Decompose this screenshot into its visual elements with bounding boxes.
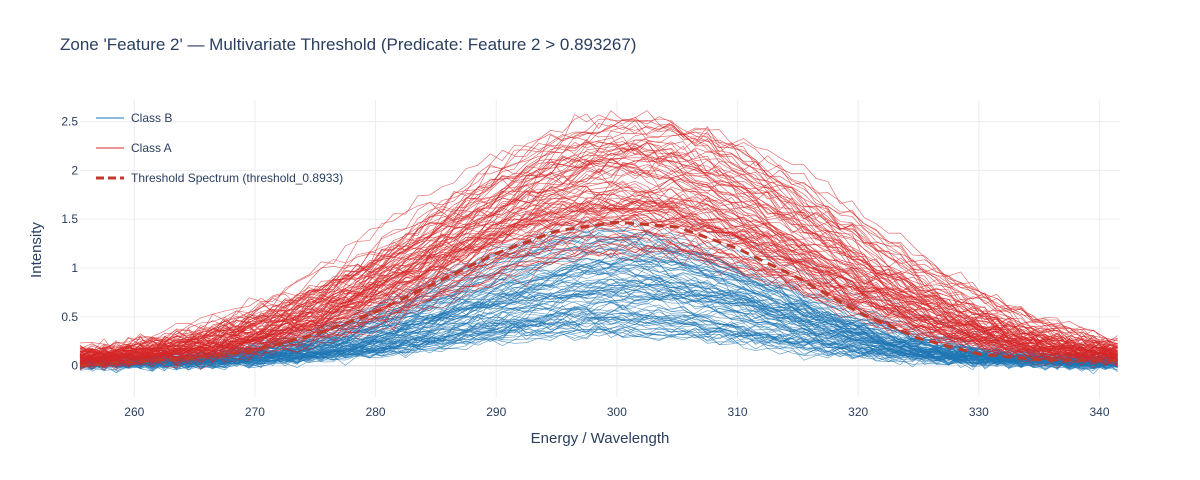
class-a-curve [79, 153, 1118, 359]
class-b-curve [79, 289, 1118, 369]
class-b-curve [79, 276, 1118, 370]
legend-item-class-a[interactable]: Class A [96, 141, 172, 155]
class-a-series [79, 110, 1118, 371]
x-tick-label: 340 [1089, 405, 1109, 419]
class-a-curve [79, 197, 1118, 358]
threshold-series [79, 220, 1121, 368]
class-a-curve [79, 200, 1118, 359]
y-axis-title: Intensity [28, 222, 45, 278]
class-a-curve [79, 168, 1118, 366]
y-tick-label: 0 [71, 359, 78, 373]
class-a-curve [79, 188, 1118, 358]
class-a-curve [79, 239, 1118, 370]
class-a-curve [79, 110, 1118, 364]
x-tick-label: 330 [969, 405, 989, 419]
class-a-curve [79, 229, 1118, 367]
class-a-curve [79, 116, 1118, 369]
legend-label-class-a: Class A [131, 141, 172, 155]
x-tick-label: 290 [486, 405, 506, 419]
class-a-curve [79, 199, 1118, 365]
tick-layer: 260 270 280 290 300 310 320 330 340 0 0.5 1 1.5 2 2.5 [61, 114, 1110, 419]
class-b-curve [79, 327, 1118, 369]
y-tick-label: 1 [71, 261, 78, 275]
y-tick-label: 2 [71, 163, 78, 177]
x-tick-label: 270 [245, 405, 265, 419]
y-tick-label: 0.5 [61, 310, 78, 324]
class-a-curve [79, 181, 1118, 358]
threshold-spectrum-line [79, 220, 1121, 368]
x-tick-label: 260 [124, 405, 144, 419]
class-a-curve [79, 244, 1118, 366]
class-a-curve [79, 142, 1118, 362]
legend-item-threshold[interactable]: Threshold Spectrum (threshold_0.8933) [96, 171, 343, 185]
class-a-curve [79, 148, 1118, 365]
class-a-curve [79, 131, 1118, 365]
x-tick-label: 280 [366, 405, 386, 419]
x-tick-label: 320 [848, 405, 868, 419]
class-b-curve [79, 257, 1118, 372]
x-axis-title: Energy / Wavelength [531, 430, 670, 447]
class-a-curve [79, 139, 1118, 362]
class-a-curve [79, 170, 1118, 363]
y-tick-label: 2.5 [61, 114, 78, 128]
y-tick-label: 1.5 [61, 212, 78, 226]
class-a-curve [79, 240, 1118, 359]
class-a-curve [79, 157, 1118, 361]
legend-label-class-b: Class B [131, 111, 172, 125]
class-b-curve [79, 285, 1118, 369]
class-a-curve [79, 124, 1118, 368]
chart-title: Zone 'Feature 2' — Multivariate Threshol… [60, 35, 636, 54]
class-a-curve [79, 219, 1118, 366]
x-tick-label: 300 [607, 405, 627, 419]
class-a-curve [79, 151, 1118, 362]
class-a-curve [79, 201, 1118, 360]
class-a-curve [79, 157, 1118, 354]
class-b-curve [79, 313, 1118, 371]
legend-label-threshold: Threshold Spectrum (threshold_0.8933) [131, 171, 343, 185]
legend-item-class-b[interactable]: Class B [96, 111, 172, 125]
class-a-curve [79, 164, 1118, 359]
legend[interactable]: Class B Class A Threshold Spectrum (thre… [96, 111, 343, 185]
x-tick-label: 310 [728, 405, 748, 419]
class-a-curve [79, 197, 1118, 361]
class-a-curve [79, 164, 1118, 353]
class-a-curve [79, 141, 1118, 364]
class-a-curve [79, 119, 1118, 356]
